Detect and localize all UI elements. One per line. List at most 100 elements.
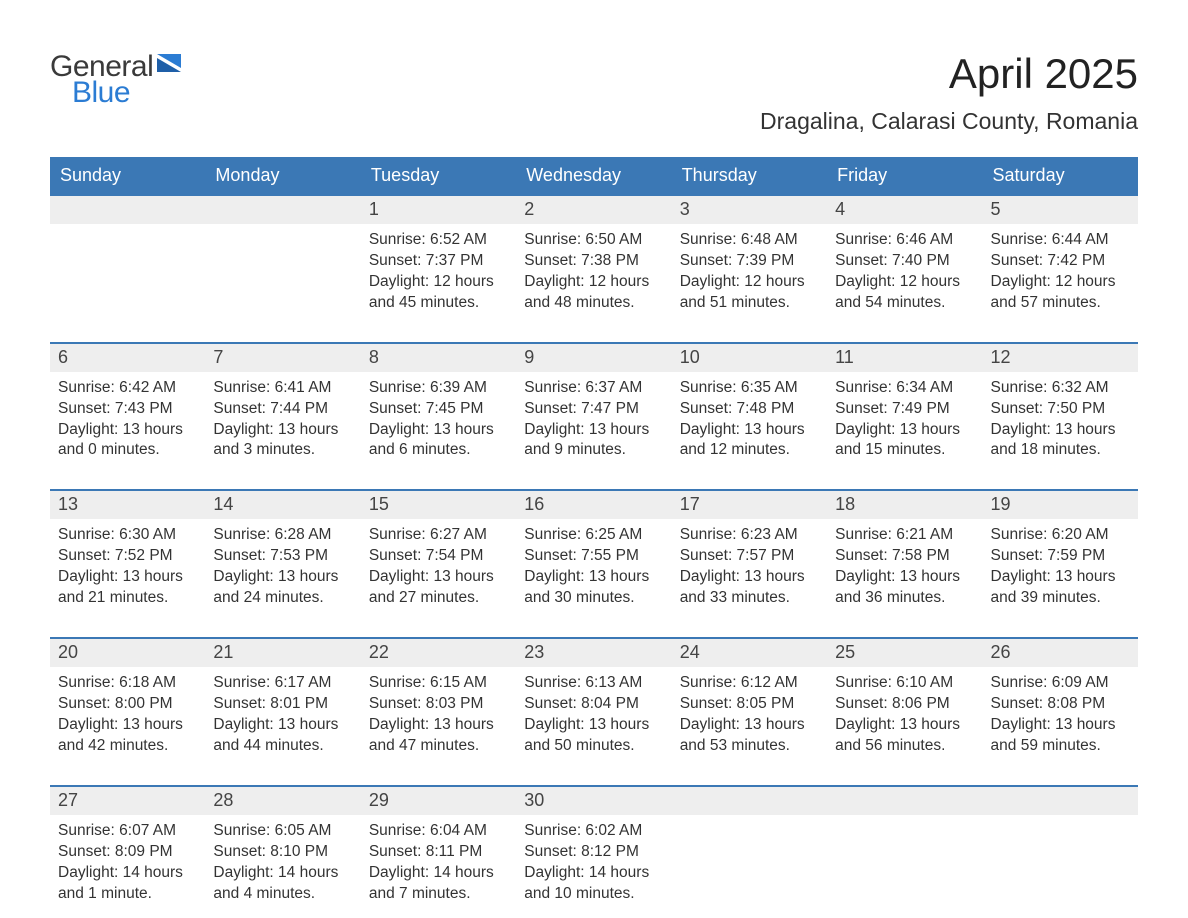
day-number: 19 [983,491,1138,519]
day-number [827,787,982,815]
day-details: Sunrise: 6:42 AMSunset: 7:43 PMDaylight:… [50,372,205,462]
day-number: 21 [205,639,360,667]
daylight-text: Daylight: 13 hours and 42 minutes. [58,715,197,757]
day-header: Sunday [50,157,205,194]
day-number: 29 [361,787,516,815]
sunset-text: Sunset: 8:03 PM [369,694,508,715]
daylight-text: Daylight: 13 hours and 21 minutes. [58,567,197,609]
day-details: Sunrise: 6:30 AMSunset: 7:52 PMDaylight:… [50,519,205,609]
sunrise-text: Sunrise: 6:34 AM [835,378,974,399]
day-cell: 4Sunrise: 6:46 AMSunset: 7:40 PMDaylight… [827,196,982,314]
day-cell: 16Sunrise: 6:25 AMSunset: 7:55 PMDayligh… [516,491,671,609]
day-cell: 19Sunrise: 6:20 AMSunset: 7:59 PMDayligh… [983,491,1138,609]
daylight-text: Daylight: 13 hours and 50 minutes. [524,715,663,757]
day-details: Sunrise: 6:15 AMSunset: 8:03 PMDaylight:… [361,667,516,757]
day-cell [983,787,1138,905]
day-number: 15 [361,491,516,519]
title-block: April 2025 Dragalina, Calarasi County, R… [760,50,1138,149]
sunrise-text: Sunrise: 6:21 AM [835,525,974,546]
sunrise-text: Sunrise: 6:13 AM [524,673,663,694]
day-number: 2 [516,196,671,224]
day-cell: 23 Sunrise: 6:13 AMSunset: 8:04 PMDayligh… [516,639,671,757]
sunset-text: Sunset: 8:05 PM [680,694,819,715]
day-details: Sunrise: 6:35 AMSunset: 7:48 PMDaylight:… [672,372,827,462]
day-number [205,196,360,224]
day-cell: 5Sunrise: 6:44 AMSunset: 7:42 PMDaylight… [983,196,1138,314]
day-details: Sunrise: 6:12 AMSunset: 8:05 PMDaylight:… [672,667,827,757]
day-number: 30 [516,787,671,815]
header: General Blue April 2025 Dragalina, Calar… [50,50,1138,149]
daylight-text: Daylight: 14 hours and 1 minute. [58,863,197,905]
daylight-text: Daylight: 13 hours and 33 minutes. [680,567,819,609]
day-cell: 9Sunrise: 6:37 AMSunset: 7:47 PMDaylight… [516,344,671,462]
day-cell: 18Sunrise: 6:21 AMSunset: 7:58 PMDayligh… [827,491,982,609]
sunset-text: Sunset: 7:40 PM [835,251,974,272]
sunrise-text: Sunrise: 6:02 AM [524,821,663,842]
sunrise-text: Sunrise: 6:35 AM [680,378,819,399]
sunset-text: Sunset: 7:43 PM [58,399,197,420]
day-header: Tuesday [361,157,516,194]
sunrise-text: Sunrise: 6:50 AM [524,230,663,251]
day-details: Sunrise: 6:46 AMSunset: 7:40 PMDaylight:… [827,224,982,314]
day-cell: 3Sunrise: 6:48 AMSunset: 7:39 PMDaylight… [672,196,827,314]
sunset-text: Sunset: 8:00 PM [58,694,197,715]
day-details: Sunrise: 6:18 AMSunset: 8:00 PMDaylight:… [50,667,205,757]
sunset-text: Sunset: 8:01 PM [213,694,352,715]
sunset-text: Sunset: 7:49 PM [835,399,974,420]
daylight-text: Daylight: 13 hours and 0 minutes. [58,420,197,462]
week-row: 13Sunrise: 6:30 AMSunset: 7:52 PMDayligh… [50,489,1138,609]
sunrise-text: Sunrise: 6:32 AM [991,378,1130,399]
day-header: Thursday [672,157,827,194]
day-cell: 2Sunrise: 6:50 AMSunset: 7:38 PMDaylight… [516,196,671,314]
day-details: Sunrise: 6:02 AMSunset: 8:12 PMDaylight:… [516,815,671,905]
daylight-text: Daylight: 13 hours and 39 minutes. [991,567,1130,609]
day-cell: 27Sunrise: 6:07 AMSunset: 8:09 PMDayligh… [50,787,205,905]
day-number: 27 [50,787,205,815]
day-cell: 14Sunrise: 6:28 AMSunset: 7:53 PMDayligh… [205,491,360,609]
day-number: 9 [516,344,671,372]
day-number: 22 [361,639,516,667]
day-details: Sunrise: 6:27 AMSunset: 7:54 PMDaylight:… [361,519,516,609]
day-cell: 25Sunrise: 6:10 AMSunset: 8:06 PMDayligh… [827,639,982,757]
logo: General Blue [50,50,191,110]
sunset-text: Sunset: 7:38 PM [524,251,663,272]
day-details [672,815,827,821]
daylight-text: Daylight: 13 hours and 12 minutes. [680,420,819,462]
day-number: 23 [516,639,671,667]
day-details: Sunrise: 6:50 AMSunset: 7:38 PMDaylight:… [516,224,671,314]
day-number: 17 [672,491,827,519]
day-details: Sunrise: 6:20 AMSunset: 7:59 PMDaylight:… [983,519,1138,609]
day-number: 25 [827,639,982,667]
day-details: Sunrise: 6:07 AMSunset: 8:09 PMDaylight:… [50,815,205,905]
day-number [983,787,1138,815]
sunrise-text: Sunrise: 6:52 AM [369,230,508,251]
sunset-text: Sunset: 7:37 PM [369,251,508,272]
day-details: Sunrise: 6:21 AMSunset: 7:58 PMDaylight:… [827,519,982,609]
sunrise-text: Sunrise: 6:17 AM [213,673,352,694]
day-details: Sunrise: 6:39 AMSunset: 7:45 PMDaylight:… [361,372,516,462]
day-cell: 26Sunrise: 6:09 AMSunset: 8:08 PMDayligh… [983,639,1138,757]
day-number: 6 [50,344,205,372]
sunset-text: Sunset: 7:53 PM [213,546,352,567]
day-details: Sunrise: 6:34 AMSunset: 7:49 PMDaylight:… [827,372,982,462]
day-details: Sunrise: 6:09 AMSunset: 8:08 PMDaylight:… [983,667,1138,757]
day-cell: 13Sunrise: 6:30 AMSunset: 7:52 PMDayligh… [50,491,205,609]
day-header-row: Sunday Monday Tuesday Wednesday Thursday… [50,157,1138,194]
sunrise-text: Sunrise: 6:05 AM [213,821,352,842]
daylight-text: Daylight: 14 hours and 4 minutes. [213,863,352,905]
day-cell: 17Sunrise: 6:23 AMSunset: 7:57 PMDayligh… [672,491,827,609]
week-row: 20Sunrise: 6:18 AMSunset: 8:00 PMDayligh… [50,637,1138,757]
day-cell [205,196,360,314]
day-number: 5 [983,196,1138,224]
sunset-text: Sunset: 8:04 PM [524,694,663,715]
sunset-text: Sunset: 7:54 PM [369,546,508,567]
sunset-text: Sunset: 8:10 PM [213,842,352,863]
day-number [672,787,827,815]
daylight-text: Daylight: 12 hours and 54 minutes. [835,272,974,314]
sunrise-text: Sunrise: 6:48 AM [680,230,819,251]
sunrise-text: Sunrise: 6:25 AM [524,525,663,546]
sunrise-text: Sunrise: 6:23 AM [680,525,819,546]
sunset-text: Sunset: 7:47 PM [524,399,663,420]
day-number: 24 [672,639,827,667]
month-title: April 2025 [760,50,1138,98]
